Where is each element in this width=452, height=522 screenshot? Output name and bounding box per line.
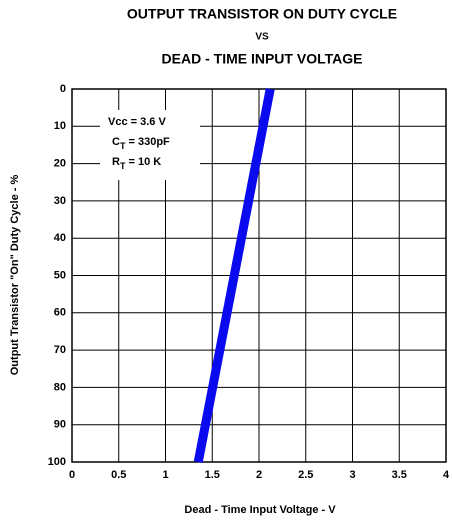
annotation-text: = 10 K — [125, 156, 161, 168]
x-tick-label: 1 — [162, 469, 168, 481]
y-tick-label: 60 — [54, 307, 66, 319]
y-tick-label: 50 — [54, 269, 66, 281]
plot-border — [71, 88, 447, 463]
annotation-text: Vcc = 3.6 V — [108, 116, 166, 128]
y-tick-label: 90 — [54, 419, 66, 431]
annotation: CT = 330pF — [112, 136, 170, 151]
chart-subtitle: VS — [255, 32, 269, 43]
x-tick-label: 4 — [443, 469, 450, 481]
annotation: RT = 10 K — [112, 156, 161, 171]
y-tick-label: 0 — [60, 83, 66, 95]
x-tick-label: 2.5 — [298, 469, 313, 481]
annotation-text: C — [112, 136, 120, 148]
annotation: Vcc = 3.6 V — [108, 116, 166, 128]
y-tick-label: 100 — [48, 456, 66, 468]
annotation-text: = 330pF — [125, 136, 170, 148]
annotation-text: R — [112, 156, 120, 168]
y-tick-label: 10 — [54, 120, 66, 132]
x-tick-label: 3 — [349, 469, 355, 481]
chart-title: OUTPUT TRANSISTOR ON DUTY CYCLE — [127, 6, 397, 22]
annotation-subscript: T — [120, 141, 126, 151]
annotation-box — [100, 110, 200, 180]
x-tick-label: 0.5 — [111, 469, 126, 481]
y-tick-label: 70 — [54, 344, 66, 356]
chart-title-2: DEAD - TIME INPUT VOLTAGE — [162, 51, 363, 67]
x-tick-label: 3.5 — [392, 469, 407, 481]
x-axis-label: Dead - Time Input Voltage - V — [184, 504, 336, 516]
x-tick-label: 0 — [69, 469, 75, 481]
x-tick-label: 2 — [256, 469, 262, 481]
y-tick-label: 30 — [54, 195, 66, 207]
y-axis-label: Output Transistor "On" Duty Cycle - % — [9, 175, 21, 376]
x-tick-label: 1.5 — [205, 469, 220, 481]
y-tick-label: 20 — [54, 158, 66, 170]
y-tick-label: 80 — [54, 381, 66, 393]
y-tick-label: 40 — [54, 232, 66, 244]
line — [193, 88, 275, 463]
annotation-subscript: T — [120, 161, 126, 171]
